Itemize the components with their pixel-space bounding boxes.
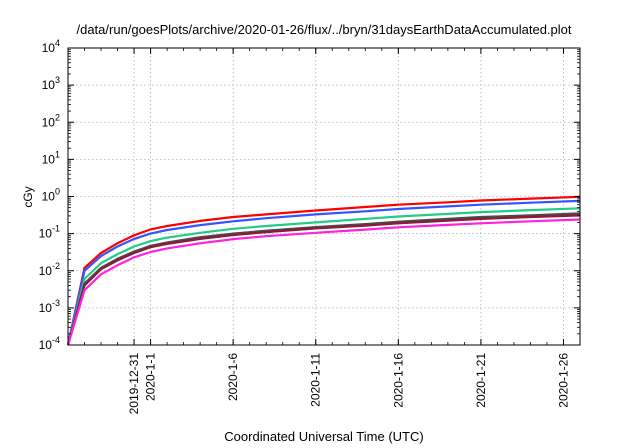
y-tick-label: 100 bbox=[42, 187, 60, 204]
y-tick-label: 103 bbox=[42, 75, 60, 92]
series-line-3 bbox=[66, 207, 581, 346]
x-axis-label: Coordinated Universal Time (UTC) bbox=[224, 429, 423, 444]
chart-title: /data/run/goesPlots/archive/2020-01-26/f… bbox=[76, 22, 571, 37]
x-tick-label: 2020-1-11 bbox=[309, 353, 323, 407]
x-tick-label: 2020-1-21 bbox=[474, 353, 488, 408]
series-line-1 bbox=[66, 195, 581, 346]
grid bbox=[68, 48, 580, 345]
y-tick-label: 10-2 bbox=[39, 261, 60, 278]
y-tick-label: 101 bbox=[42, 149, 60, 166]
series-group bbox=[66, 195, 581, 346]
series-line-5 bbox=[66, 214, 581, 346]
series-line-6 bbox=[66, 218, 581, 346]
x-tick-label: 2019-12-31 bbox=[127, 353, 141, 415]
y-axis: 10-4 10-3 10-2 10-1 100 101 102 103 104 bbox=[39, 38, 580, 352]
x-tick-label: 2020-1-1 bbox=[144, 353, 158, 401]
y-tick-label: 10-3 bbox=[39, 298, 60, 315]
x-axis: 2019-12-31 2020-1-1 2020-1-6 2020-1-11 2020-… bbox=[67, 48, 581, 415]
x-tick-label: 2020-1-26 bbox=[556, 353, 570, 408]
x-tick-label: 2020-1-6 bbox=[226, 353, 240, 401]
y-tick-label: 10-4 bbox=[39, 335, 60, 352]
y-tick-label: 104 bbox=[42, 38, 60, 55]
series-line-2 bbox=[66, 199, 581, 346]
y-axis-label: cGy bbox=[21, 186, 35, 207]
y-tick-label: 102 bbox=[42, 112, 60, 129]
x-tick-label: 2020-1-16 bbox=[391, 353, 405, 408]
y-tick-label: 10-1 bbox=[39, 224, 60, 241]
series-line-4 bbox=[66, 212, 581, 346]
